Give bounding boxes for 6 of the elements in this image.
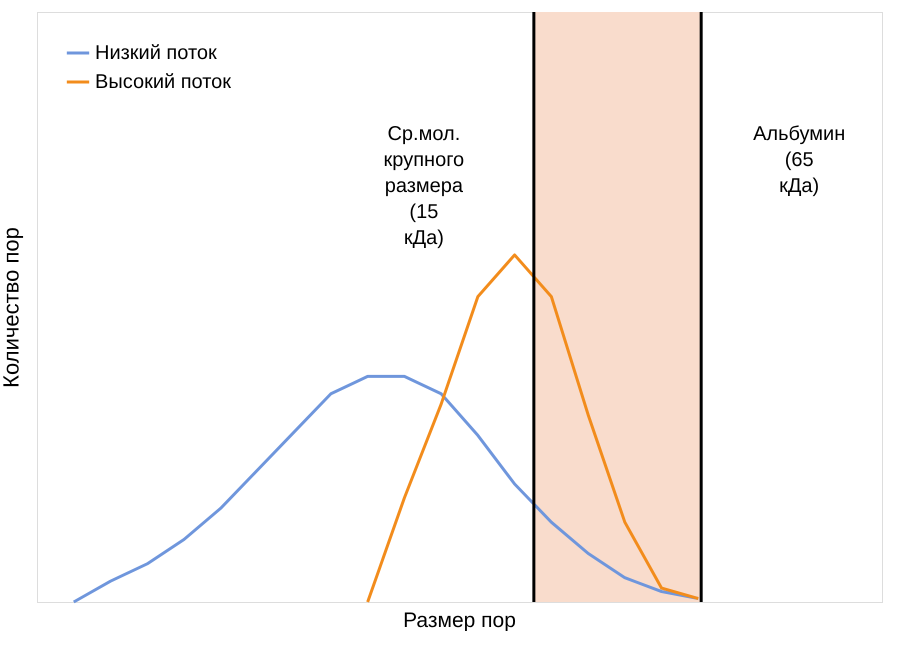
x-axis-title: Размер пор [403,609,516,632]
y-axis-title: Количество пор [0,227,24,388]
legend-label: Низкий поток [95,42,218,64]
text: Ср.мол. крупного размера (15 кДа) [384,123,464,249]
text: Альбумин (65 кДа) [753,123,846,197]
legend-label: Высокий поток [95,71,232,93]
